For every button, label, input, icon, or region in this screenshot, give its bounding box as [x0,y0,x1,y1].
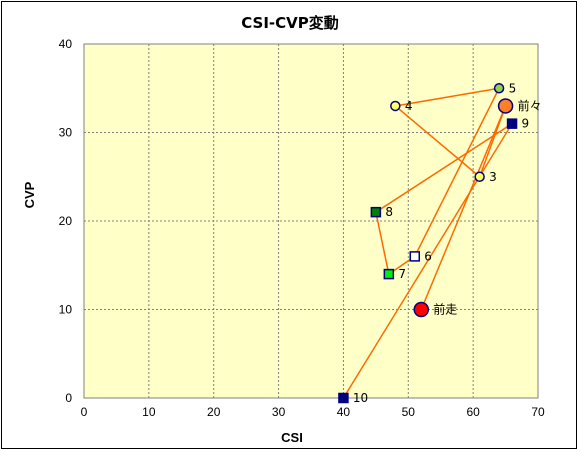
point-label: 7 [398,267,406,281]
point-marker [474,171,485,182]
y-axis-title: CVP [22,181,37,208]
y-tick-label: 20 [59,214,73,228]
point-marker [383,268,395,280]
point-marker [390,100,401,112]
connector-line [375,211,390,275]
connector-line [395,87,500,107]
x-tick-label: 10 [142,405,156,419]
x-tick-label: 30 [272,405,286,419]
point-marker [409,251,421,262]
y-tick-label: 30 [59,126,73,140]
axes: 0 10 20 30 40 50 60 70 0 10 20 30 40 [59,37,545,419]
y-tick-label: 0 [65,391,72,405]
x-tick-label: 0 [81,405,88,419]
connector-line [414,87,500,257]
x-tick-label: 40 [337,405,351,419]
point-marker [493,83,505,94]
point-label: 9 [522,117,530,131]
point-label: 5 [509,81,517,95]
data-points [338,83,518,404]
point-label: 4 [405,99,413,113]
point-label: 10 [353,391,368,405]
x-tick-label: 70 [531,405,545,419]
point-marker [506,118,518,129]
point-label: 前々 [518,98,542,113]
point-label: 前走 [433,302,457,317]
point-marker [413,301,430,318]
plot-area [83,43,539,399]
x-tick-label: 20 [207,405,221,419]
point-label: 3 [489,170,497,184]
point-marker [338,392,349,404]
y-tick-label: 40 [59,37,73,51]
y-tick-label: 10 [59,303,73,317]
point-label: 6 [424,249,432,263]
x-tick-label: 60 [466,405,480,419]
point-marker [370,206,382,218]
point-label: 8 [385,205,393,219]
x-tick-label: 50 [402,405,416,419]
point-labels: 前走 前々 3 4 5 6 7 8 9 10 [353,81,542,405]
connector-line [375,123,513,213]
x-axis-title: CSI [281,430,303,445]
connector-line [342,123,513,399]
connector-line [478,105,507,178]
point-marker [497,98,514,114]
connector-line [420,105,507,310]
grid-lines [84,44,538,398]
chart-title: CSI-CVP変動 [241,14,339,32]
connector-line [394,105,481,178]
